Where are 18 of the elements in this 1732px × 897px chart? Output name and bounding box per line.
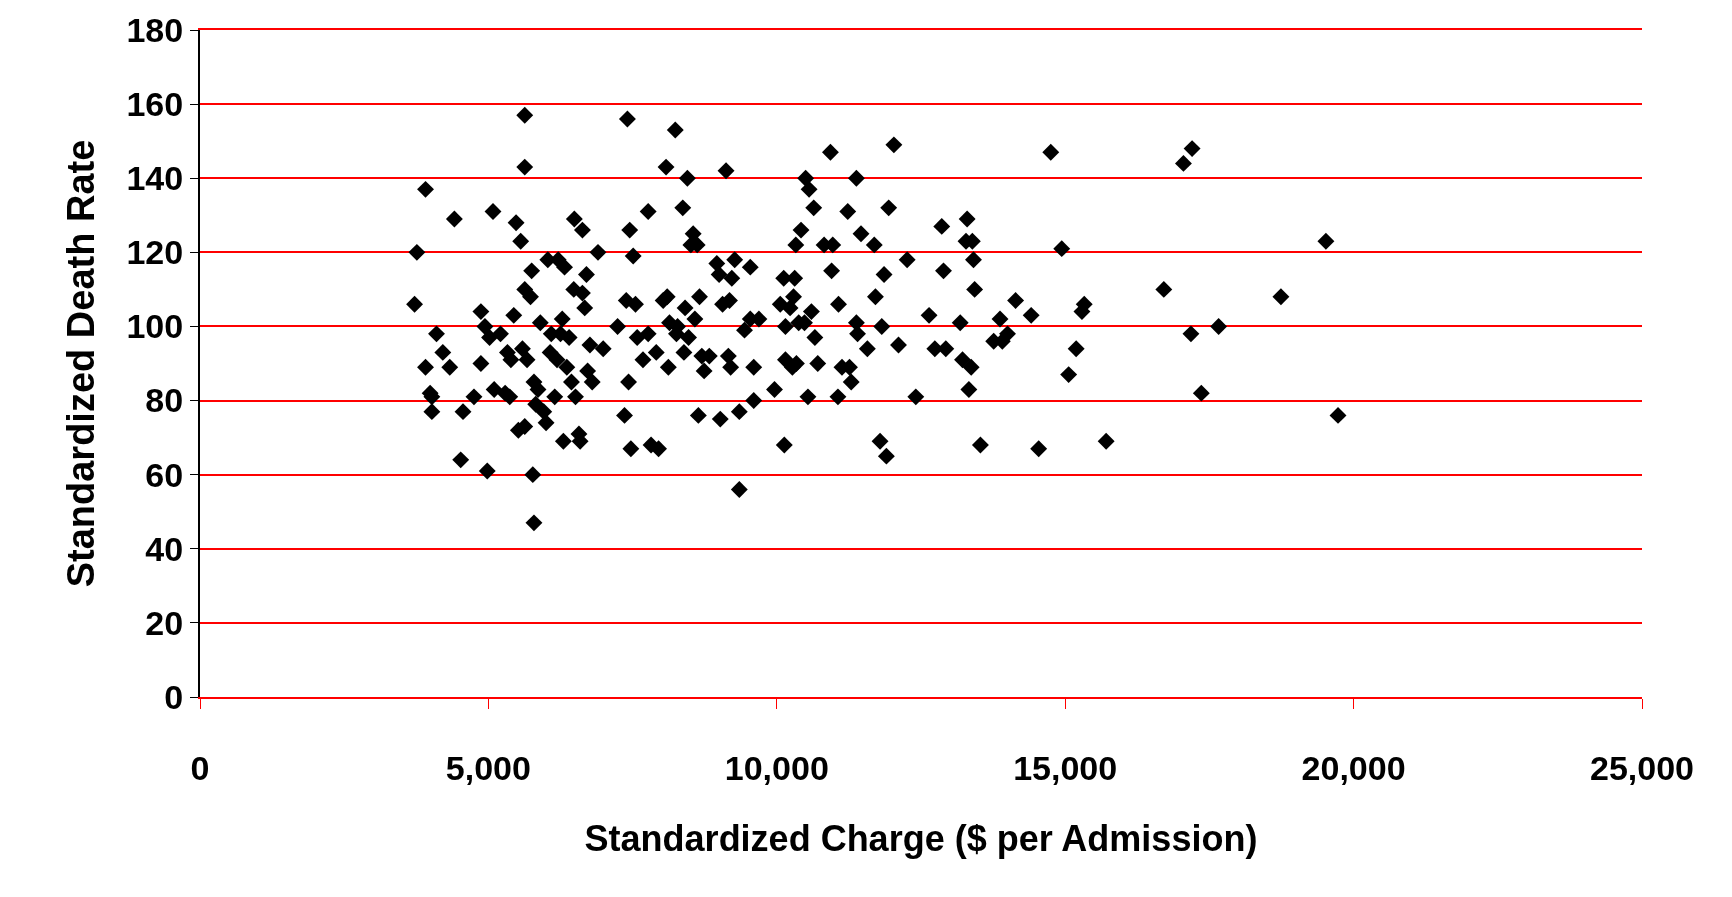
y-tick-label: 0 [164, 677, 184, 716]
x-tick-label: 15,000 [1013, 748, 1118, 787]
y-axis-title: Standardized Death Rate [60, 139, 103, 588]
x-tick-label: 25,000 [1590, 748, 1694, 787]
y-tick-label: 180 [126, 10, 184, 49]
x-tick-label: 0 [190, 748, 210, 787]
y-tick-label: 60 [145, 455, 184, 494]
x-axis-title: Standardized Charge ($ per Admission) [584, 818, 1258, 859]
x-tick-label: 5,000 [445, 748, 531, 787]
y-tick-label: 20 [145, 603, 184, 642]
y-tick-label: 160 [126, 85, 184, 124]
x-tick-label: 10,000 [724, 748, 829, 787]
x-tick-label: 20,000 [1301, 748, 1406, 787]
y-tick-label: 120 [126, 233, 184, 272]
y-tick-label: 80 [145, 381, 184, 420]
y-tick-label: 40 [145, 529, 184, 568]
y-tick-label: 140 [126, 159, 184, 198]
y-tick-label: 100 [126, 307, 184, 346]
